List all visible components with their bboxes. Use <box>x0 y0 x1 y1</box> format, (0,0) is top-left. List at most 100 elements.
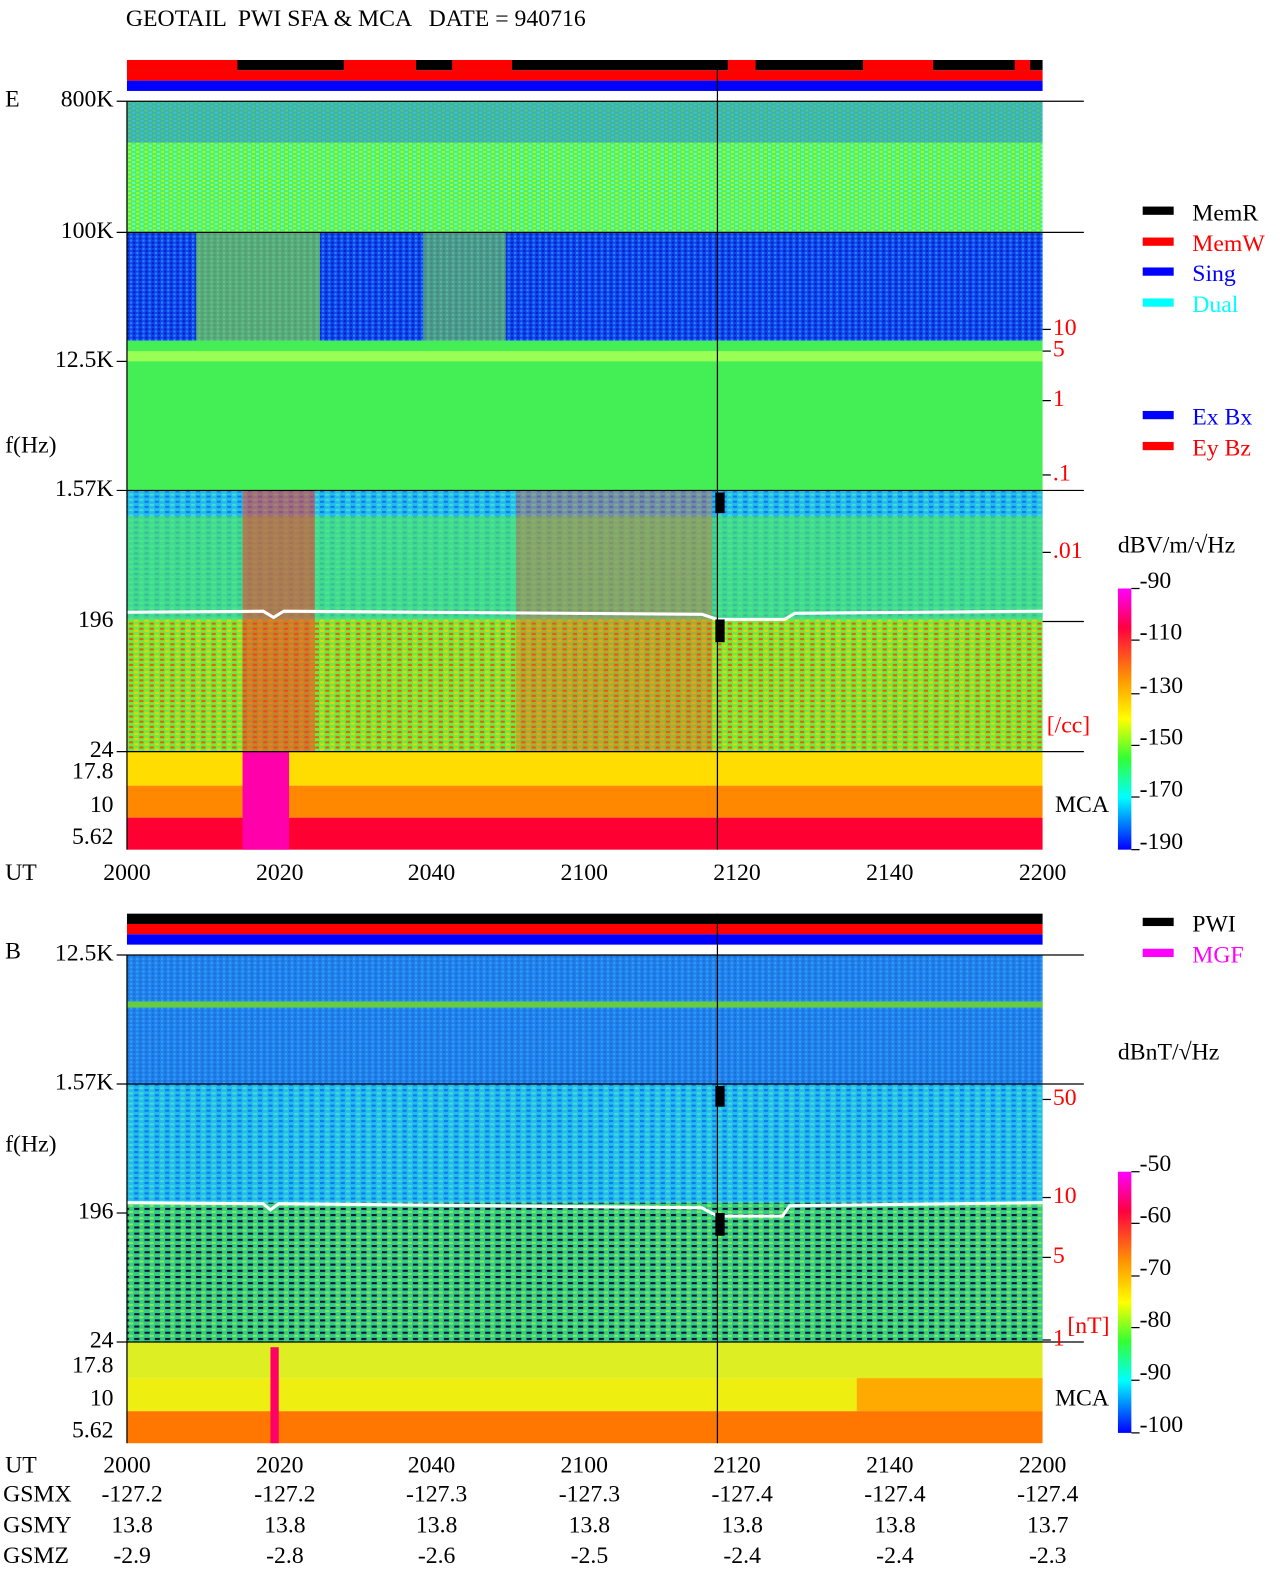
y-tick-label: 10 <box>90 792 114 818</box>
orbit-value: -127.2 <box>101 1481 162 1507</box>
legend-entry: MGF <box>1192 942 1243 968</box>
status-bars <box>126 59 1043 91</box>
density-tick-label: 10 <box>1053 315 1077 341</box>
orbit-value: -127.3 <box>559 1481 620 1507</box>
y-tick-label: 10 <box>90 1385 114 1411</box>
orbit-value: -2.4 <box>723 1543 761 1569</box>
orbit-value: -127.3 <box>406 1481 467 1507</box>
x-tick-label: 2020 <box>256 860 303 886</box>
density-tick-label: .1 <box>1053 460 1071 486</box>
orbit-label: GSMZ <box>3 1543 69 1569</box>
colorbar-tick-label: -170 <box>1140 776 1184 802</box>
b-axes <box>116 954 1084 1444</box>
orbit-value: -127.4 <box>864 1481 925 1507</box>
panel-label: E <box>5 87 20 113</box>
colorbar-tick-label: -130 <box>1140 673 1184 699</box>
y-tick-label: 800K <box>61 87 114 113</box>
colorbar-tick-label: -150 <box>1140 725 1184 751</box>
field-tick-label: 50 <box>1053 1085 1077 1111</box>
y-tick-label: 196 <box>78 607 114 633</box>
x-tick-label: 2000 <box>103 1452 150 1478</box>
x-label: UT <box>5 1452 37 1478</box>
x-tick-label: 2000 <box>103 860 150 886</box>
x-tick-label: 2100 <box>561 860 608 886</box>
colorbar-unit: dBV/m/√Hz <box>1118 533 1235 559</box>
orbit-value: 13.8 <box>264 1512 306 1538</box>
x-tick-label: 2200 <box>1019 1452 1066 1478</box>
orbit-value: 13.7 <box>1027 1512 1069 1538</box>
legend-entry: Dual <box>1192 292 1239 318</box>
orbit-value: -2.8 <box>266 1543 304 1569</box>
y-tick-label: 24 <box>90 1328 114 1354</box>
legend-swatch <box>1142 298 1174 307</box>
orbit-value: -2.5 <box>571 1543 609 1569</box>
legend-entry: Ey Bz <box>1192 436 1251 462</box>
colorbar-tick-label: -100 <box>1140 1412 1184 1438</box>
y-label: f(Hz) <box>5 1131 56 1157</box>
legend-swatch <box>1142 206 1174 215</box>
colorbar-unit: dBnT/√Hz <box>1118 1040 1219 1066</box>
density-tick-label: 1 <box>1053 386 1065 412</box>
x-tick-label: 2040 <box>408 1452 455 1478</box>
orbit-value: -2.3 <box>1029 1543 1067 1569</box>
field-tick-label: 10 <box>1053 1183 1077 1209</box>
title: GEOTAIL PWI SFA & MCA DATE = 940716 <box>126 6 586 32</box>
status-bars <box>126 913 1043 945</box>
legend-swatch <box>1142 917 1174 927</box>
y-tick-label: 100K <box>61 218 114 244</box>
orbit-value: 13.8 <box>874 1512 916 1538</box>
y-tick-label: 196 <box>78 1198 114 1224</box>
x-tick-label: 2020 <box>256 1452 303 1478</box>
x-tick-label: 2200 <box>1019 860 1066 886</box>
y-tick-label: 17.8 <box>72 759 114 785</box>
orbit-label: GSMX <box>3 1481 72 1507</box>
orbit-value: -2.9 <box>113 1543 151 1569</box>
y-tick-label: 17.8 <box>72 1352 114 1378</box>
orbit-label: GSMY <box>3 1512 72 1538</box>
orbit-value: -127.2 <box>254 1481 315 1507</box>
y-tick-label: 5.62 <box>72 1417 114 1443</box>
colorbar <box>1117 1171 1132 1433</box>
colorbar-tick-label: -90 <box>1140 1360 1172 1386</box>
legend-entry: PWI <box>1192 912 1236 938</box>
y-tick-label: 12.5K <box>55 940 114 966</box>
panel-label: B <box>5 938 21 964</box>
legend-entry: Ex Bx <box>1192 405 1252 431</box>
legend-swatch <box>1142 948 1174 958</box>
orbit-value: 13.8 <box>111 1512 153 1538</box>
x-tick-label: 2120 <box>713 860 760 886</box>
colorbar-tick-label: -190 <box>1140 829 1184 855</box>
field-tick-label: 1 <box>1053 1325 1065 1351</box>
x-tick-label: 2040 <box>408 860 455 886</box>
colorbar-tick-label: -90 <box>1140 568 1172 594</box>
colorbar-tick-label: -60 <box>1140 1203 1172 1229</box>
e-spectrogram <box>126 59 1043 850</box>
orbit-value: 13.8 <box>721 1512 763 1538</box>
x-label: UT <box>5 860 37 886</box>
legend-entry: MemR <box>1192 200 1258 226</box>
x-tick-label: 2100 <box>561 1452 608 1478</box>
orbit-value: -2.6 <box>418 1543 456 1569</box>
y-tick-label: 12.5K <box>55 347 114 373</box>
orbit-value: -127.4 <box>712 1481 773 1507</box>
orbit-value: 13.8 <box>569 1512 611 1538</box>
colorbar <box>1117 588 1132 850</box>
x-tick-label: 2120 <box>713 1452 760 1478</box>
orbit-value: -127.4 <box>1017 1481 1078 1507</box>
y-tick-label: 5.62 <box>72 824 114 850</box>
mca-label: MCA <box>1055 1385 1109 1411</box>
colorbar-tick-label: -70 <box>1140 1255 1172 1281</box>
legend-swatch <box>1142 410 1174 420</box>
density-tick-label: 5 <box>1053 337 1065 363</box>
legend-swatch <box>1142 267 1174 276</box>
mca-label: MCA <box>1055 792 1109 818</box>
y-tick-label: 1.57K <box>55 476 114 502</box>
density-unit: [/cc] <box>1047 712 1090 738</box>
y-tick-label: 1.57K <box>55 1069 114 1095</box>
colorbar-tick-label: -50 <box>1140 1151 1172 1177</box>
y-tick-label: 24 <box>90 737 114 763</box>
b-spectrogram <box>126 913 1043 1444</box>
e-axes <box>116 100 1084 850</box>
orbit-value: 13.8 <box>416 1512 458 1538</box>
